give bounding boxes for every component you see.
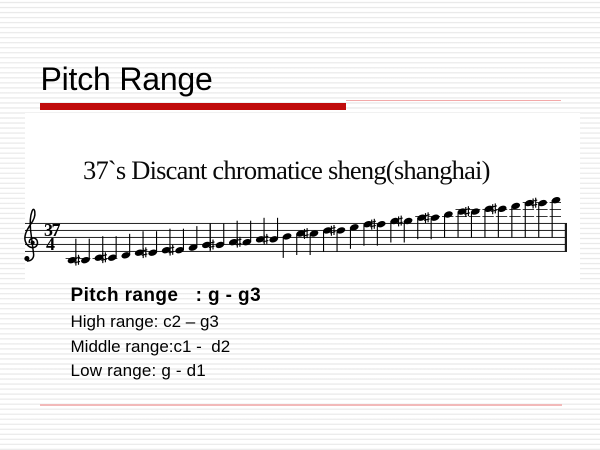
- svg-text:4: 4: [46, 234, 55, 254]
- svg-text:37: 37: [44, 220, 61, 240]
